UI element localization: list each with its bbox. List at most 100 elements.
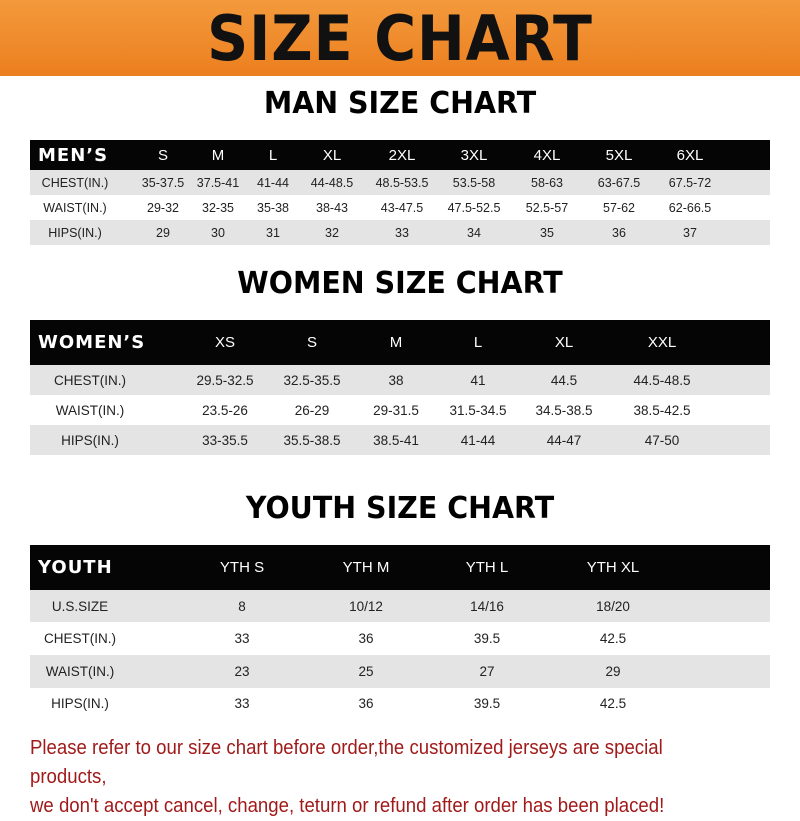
size-header: XL xyxy=(322,146,342,164)
measurement-value: 67.5-72 xyxy=(668,175,712,190)
measurement-value: 58-63 xyxy=(531,175,563,190)
size-header: L xyxy=(268,146,278,164)
order-notice: Please refer to our size chart before or… xyxy=(30,734,737,821)
size-header: 6XL xyxy=(676,146,704,164)
size-header: XXL xyxy=(647,334,677,351)
measurement-value: 38.5-42.5 xyxy=(633,402,691,418)
size-header: S xyxy=(157,146,169,164)
size-header: M xyxy=(211,146,225,164)
measurement-label: HIPS(IN.) xyxy=(61,432,119,448)
size-header: YTH M xyxy=(342,559,390,576)
measurement-value: 41 xyxy=(470,372,486,388)
men-size-table: MEN’S S M L XL 2XL 3XL 4XL 5XL 6XL CHEST(IN.) 35-37… xyxy=(30,140,770,245)
table-row: WAIST(IN.) 23.5-26 26-29 29-31.5 31.5-34.5 34… xyxy=(30,395,770,425)
measurement-value: 35-38 xyxy=(257,200,289,215)
table-row: HIPS(IN.) 33-35.5 35.5-38.5 38.5-41 41-44 44-… xyxy=(30,425,770,455)
measurement-value: 29 xyxy=(605,664,621,679)
measurement-value: 34 xyxy=(467,225,481,240)
measurement-value: 23 xyxy=(234,664,250,679)
youth-size-table: YOUTH YTH S YTH M YTH L YTH XL U.S.SIZE 8 10/12… xyxy=(30,545,770,718)
measurement-value: 44.5-48.5 xyxy=(633,372,691,388)
measurement-value: 32-35 xyxy=(202,200,234,215)
measurement-label: CHEST(IN.) xyxy=(54,372,126,388)
measurement-value: 32 xyxy=(325,225,339,240)
measurement-value: 29-31.5 xyxy=(373,402,419,418)
measurement-value: 35-37.5 xyxy=(141,175,185,190)
size-header: YTH L xyxy=(465,559,509,576)
measurement-value: 36 xyxy=(612,225,626,240)
measurement-label: WAIST(IN.) xyxy=(45,664,115,679)
table-row: CHEST(IN.) 35-37.5 37.5-41 41-44 44-48.5 48.5… xyxy=(30,170,770,195)
size-header: YTH XL xyxy=(586,559,640,576)
table-row: WAIST(IN.) 23 25 27 29 xyxy=(30,655,770,688)
men-title: MAN SIZE CHART xyxy=(263,86,537,121)
women-title: WOMEN SIZE CHART xyxy=(237,266,563,301)
measurement-value: 42.5 xyxy=(599,695,627,711)
measurement-value: 31.5-34.5 xyxy=(449,402,507,418)
measurement-value: 32.5-35.5 xyxy=(283,372,341,388)
youth-table-label: YOUTH xyxy=(38,557,113,578)
measurement-value: 33 xyxy=(395,225,409,240)
size-header: 2XL xyxy=(388,146,416,164)
measurement-value: 34.5-38.5 xyxy=(535,402,593,418)
table-row: CHEST(IN.) 33 36 39.5 42.5 xyxy=(30,622,770,655)
measurement-value: 33-35.5 xyxy=(202,432,248,448)
size-header: 4XL xyxy=(533,146,561,164)
measurement-value: 8 xyxy=(238,598,246,614)
banner: SIZE CHART xyxy=(0,0,800,76)
table-row: U.S.SIZE 8 10/12 14/16 18/20 xyxy=(30,590,770,622)
measurement-value: 27 xyxy=(479,664,495,679)
measurement-value: 38-43 xyxy=(316,200,348,215)
measurement-value: 53.5-58 xyxy=(452,175,496,190)
measurement-value: 31 xyxy=(266,225,280,240)
measurement-value: 39.5 xyxy=(473,631,501,646)
measurement-value: 43-47.5 xyxy=(380,200,424,215)
banner-title: SIZE CHART xyxy=(207,2,593,75)
size-header: YTH S xyxy=(219,559,265,576)
measurement-value: 44-48.5 xyxy=(310,175,354,190)
men-header-row: MEN’S S M L XL 2XL 3XL 4XL 5XL 6XL xyxy=(30,140,770,170)
notice-line-2: we don't accept cancel, change, teturn o… xyxy=(30,795,665,817)
measurement-label: WAIST(IN.) xyxy=(55,402,125,418)
measurement-value: 29-32 xyxy=(147,200,179,215)
measurement-value: 38 xyxy=(388,372,404,388)
measurement-label: HIPS(IN.) xyxy=(51,695,109,711)
measurement-value: 35 xyxy=(540,225,554,240)
measurement-label: HIPS(IN.) xyxy=(48,225,102,240)
measurement-value: 33 xyxy=(234,631,250,646)
measurement-value: 29 xyxy=(156,225,170,240)
measurement-value: 29.5-32.5 xyxy=(196,372,254,388)
table-row: HIPS(IN.) 33 36 39.5 42.5 xyxy=(30,688,770,718)
youth-header-row: YOUTH YTH S YTH M YTH L YTH XL xyxy=(30,545,770,590)
women-header-row: WOMEN’S XS S M L XL XXL xyxy=(30,320,770,365)
size-header: XS xyxy=(214,334,236,351)
size-header: S xyxy=(306,334,318,351)
measurement-value: 41-44 xyxy=(257,175,289,190)
measurement-value: 47.5-52.5 xyxy=(447,200,501,215)
youth-title: YOUTH SIZE CHART xyxy=(245,491,555,526)
women-table-label: WOMEN’S xyxy=(38,332,146,353)
table-row: WAIST(IN.) 29-32 32-35 35-38 38-43 43-47.5 47.… xyxy=(30,195,770,220)
measurement-label: WAIST(IN.) xyxy=(43,200,107,215)
measurement-value: 47-50 xyxy=(644,432,680,448)
measurement-value: 48.5-53.5 xyxy=(375,175,429,190)
measurement-value: 37.5-41 xyxy=(196,175,240,190)
size-header: L xyxy=(473,334,483,351)
size-header: 3XL xyxy=(460,146,488,164)
measurement-value: 37 xyxy=(683,225,697,240)
measurement-value: 62-66.5 xyxy=(668,200,712,215)
size-header: 5XL xyxy=(605,146,633,164)
measurement-label: CHEST(IN.) xyxy=(41,175,109,190)
measurement-value: 57-62 xyxy=(603,200,635,215)
measurement-value: 26-29 xyxy=(294,402,330,418)
size-header: M xyxy=(389,334,403,351)
measurement-value: 23.5-26 xyxy=(202,402,248,418)
measurement-label: U.S.SIZE xyxy=(51,598,109,614)
measurement-value: 18/20 xyxy=(596,598,630,614)
table-row: HIPS(IN.) 29 30 31 32 33 34 35 36 37 xyxy=(30,220,770,245)
measurement-value: 25 xyxy=(358,664,374,679)
notice-line-1: Please refer to our size chart before or… xyxy=(30,737,663,788)
measurement-value: 14/16 xyxy=(470,598,504,614)
measurement-value: 36 xyxy=(358,631,374,646)
measurement-value: 41-44 xyxy=(460,432,496,448)
